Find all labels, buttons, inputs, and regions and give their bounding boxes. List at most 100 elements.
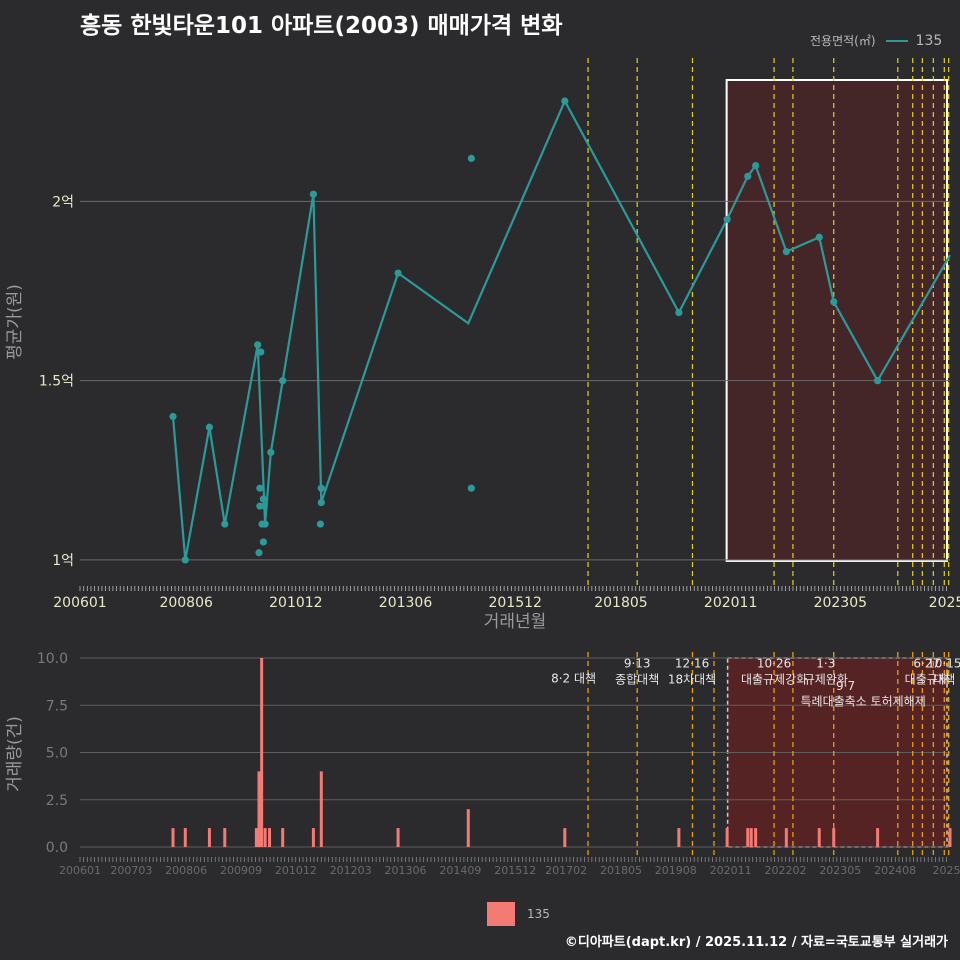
x-axis-title: 거래년월 — [484, 612, 547, 632]
volume-bar — [319, 771, 323, 847]
x-tick-label: 200806 — [159, 595, 213, 611]
y-tick-label: 0.0 — [46, 840, 68, 856]
policy-annotation: 대책 — [933, 672, 955, 687]
data-point — [317, 498, 325, 507]
data-point — [221, 520, 229, 528]
x-tick-label: 201012 — [275, 864, 317, 877]
volume-bar — [677, 828, 681, 847]
data-point — [181, 556, 189, 564]
volume-bar — [223, 828, 227, 847]
price-chart: 1억 1.5억 2억 200601 200806 201012 201306 201512 20… — [5, 58, 960, 632]
volume-bar — [749, 828, 753, 847]
data-point — [259, 495, 267, 503]
data-point — [257, 348, 265, 356]
policy-annotation: 특례대출축소 토허제해제 — [800, 694, 925, 708]
data-point — [317, 484, 325, 492]
x-tick-label: 201203 — [330, 864, 372, 877]
data-point — [259, 538, 267, 546]
legend-bottom: 135 — [487, 902, 550, 926]
y-axis-title: 거래량(건) — [5, 716, 25, 792]
x-tick-label: 200806 — [165, 864, 207, 877]
y-tick-label: 1.5억 — [39, 374, 74, 390]
policy-annotation: 대출규제 — [905, 673, 949, 687]
x-tick-label: 200601 — [53, 595, 106, 611]
volume-bar — [746, 828, 750, 847]
policy-annotation: 종합대책 — [615, 672, 659, 687]
y-tick-label: 5.0 — [46, 746, 68, 762]
volume-bar — [311, 828, 315, 847]
volume-bar — [257, 771, 261, 847]
policy-annotation: 대출규제강화 — [741, 673, 807, 687]
volume-bar — [563, 828, 567, 847]
data-point — [723, 215, 731, 223]
volume-bar — [754, 828, 758, 847]
volume-bar — [268, 828, 272, 847]
legend-top-swatch — [885, 39, 908, 42]
volume-bar — [207, 828, 211, 847]
volume-bar — [263, 828, 267, 847]
y-tick-label: 1억 — [52, 553, 74, 569]
y-tick-label: 2억 — [52, 194, 74, 210]
policy-annotation: 10·26 — [757, 657, 791, 671]
y-tick-label: 10.0 — [37, 651, 68, 667]
x-tick-label: 201409 — [439, 864, 481, 877]
policy-annotation: 6·27 — [913, 657, 940, 671]
legend-top: 전용면적(㎡) 135 — [810, 32, 942, 49]
volume-bar — [876, 828, 880, 847]
x-tick-label: 202305 — [814, 595, 867, 611]
volume-bar — [948, 828, 952, 847]
x-tick-label: 200909 — [220, 864, 262, 877]
data-point — [782, 247, 790, 256]
policy-annotation: 9·13 — [624, 657, 651, 671]
chart-canvas: 1억 1.5억 2억 200601 200806 201012 201306 201512 20… — [5, 58, 960, 877]
x-tick-label: 201306 — [385, 864, 427, 877]
x-tick-label: 201805 — [600, 864, 642, 877]
data-point — [260, 502, 268, 510]
data-point — [261, 520, 269, 528]
data-point — [467, 484, 475, 492]
data-point — [744, 172, 752, 180]
volume-bar — [171, 828, 175, 847]
data-point — [815, 233, 823, 241]
data-point — [267, 448, 275, 456]
volume-bar — [183, 828, 187, 847]
x-tick-label: 2025 — [929, 595, 960, 611]
legend-top-value: 135 — [915, 32, 943, 49]
data-point — [467, 154, 475, 162]
x-tick-label: 2025 — [932, 864, 960, 877]
policy-annotation: 12·16 — [675, 657, 709, 671]
policy-annotation: 8·2 대책 — [551, 671, 596, 686]
y-axis-title: 평균가(원) — [5, 284, 25, 360]
series-line-135 — [171, 98, 951, 561]
policy-annotation: 9·7 — [836, 679, 855, 693]
data-point — [316, 520, 325, 528]
data-point — [752, 161, 760, 170]
volume-bar — [832, 828, 836, 847]
data-point — [255, 549, 263, 557]
data-point — [675, 308, 683, 317]
volume-bar — [260, 658, 264, 847]
policy-annotation: 1·3 — [816, 657, 835, 671]
x-tick-label: 202011 — [710, 864, 752, 877]
x-tick-label: 201306 — [379, 595, 433, 611]
x-tick-label: 202408 — [874, 864, 916, 877]
legend-top-label: 전용면적(㎡) — [810, 34, 876, 48]
policy-annotation: 18차대책 — [668, 672, 716, 687]
x-tick-label: 201908 — [655, 864, 697, 877]
data-point — [279, 377, 287, 385]
x-tick-label: 201012 — [269, 595, 322, 611]
data-point — [205, 423, 214, 431]
x-tick-label: 201805 — [594, 595, 647, 611]
footer-credit: ©디아파트(dapt.kr) / 2025.11.12 / 자료=국토교통부 실… — [564, 935, 948, 950]
x-tick-label: 202011 — [704, 595, 757, 611]
data-point — [309, 190, 318, 198]
x-tick-label: 200703 — [110, 864, 152, 877]
highlight-box — [725, 79, 948, 562]
data-point — [561, 97, 569, 105]
volume-bar — [725, 828, 729, 847]
data-point — [874, 377, 882, 385]
legend-bottom-swatch — [487, 902, 515, 926]
volume-bar — [784, 828, 788, 847]
x-tick-label: 201512 — [488, 595, 541, 611]
